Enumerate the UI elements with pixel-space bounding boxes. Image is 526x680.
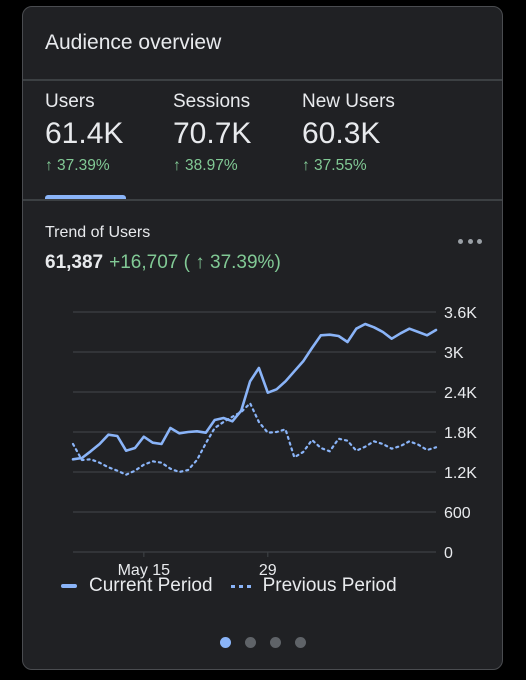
x-tick-label: May 15 <box>118 562 171 579</box>
legend-label: Previous Period <box>262 575 397 596</box>
chart-legend: Current Period Previous Period <box>61 575 397 597</box>
more-horizontal-icon <box>477 238 482 244</box>
legend-item-current[interactable]: Current Period <box>61 575 213 597</box>
dotted-line-icon <box>230 584 251 588</box>
trend-stats: 61,387 +16,707 ( ↑ 37.39%) <box>45 252 281 274</box>
trend-total: 61,387 <box>45 252 104 273</box>
legend-label: Current Period <box>89 575 213 596</box>
page-dot[interactable] <box>269 637 281 648</box>
y-tick-label: 2.4K <box>444 385 477 402</box>
current-period-line <box>71 322 438 461</box>
metric-tab-sessions[interactable]: Sessions 70.7K ↑ 38.97% <box>173 91 251 176</box>
page-dot[interactable] <box>244 637 256 648</box>
y-tick-label: 600 <box>444 505 471 522</box>
solid-line-icon <box>61 584 77 588</box>
metrics-divider <box>23 199 502 201</box>
metric-value: 70.7K <box>173 117 252 150</box>
audience-overview-card: Audience overview Users 61.4K ↑ 37.39% S… <box>22 6 503 670</box>
legend-item-previous[interactable]: Previous Period <box>230 575 397 597</box>
trend-title: Trend of Users <box>45 224 151 241</box>
x-tick-label: 29 <box>259 562 277 579</box>
more-options-button[interactable] <box>456 233 484 249</box>
page-indicator <box>23 637 502 648</box>
previous-period-line <box>71 402 438 476</box>
page-dot[interactable] <box>294 637 306 648</box>
more-horizontal-icon <box>467 238 473 244</box>
trend-line-chart: 0 600 1.2K 1.8K 2.4K 3K 3.6K May 15 29 <box>71 305 477 579</box>
metric-value: 61.4K <box>45 117 124 150</box>
active-tab-indicator <box>45 195 126 199</box>
y-tick-label: 1.2K <box>444 465 477 482</box>
metric-tab-users[interactable]: Users 61.4K ↑ 37.39% <box>45 91 123 176</box>
metric-label: New Users <box>302 91 395 112</box>
metric-tab-new-users[interactable]: New Users 60.3K ↑ 37.55% <box>302 91 395 176</box>
y-tick-label: 3.6K <box>444 305 477 322</box>
y-tick-label: 0 <box>444 545 453 562</box>
metric-change: ↑ 37.55% <box>302 157 367 174</box>
y-tick-label: 3K <box>444 345 464 362</box>
more-horizontal-icon <box>458 238 463 244</box>
y-tick-label: 1.8K <box>444 425 477 442</box>
header-divider <box>23 79 502 81</box>
metric-label: Sessions <box>173 91 251 112</box>
metric-change: ↑ 38.97% <box>173 157 238 174</box>
page-dot[interactable] <box>219 637 231 648</box>
metric-value: 60.3K <box>302 117 381 150</box>
metric-label: Users <box>45 91 95 112</box>
trend-delta: +16,707 ( ↑ 37.39%) <box>109 252 281 273</box>
metric-change: ↑ 37.39% <box>45 157 110 174</box>
card-title: Audience overview <box>45 31 222 54</box>
